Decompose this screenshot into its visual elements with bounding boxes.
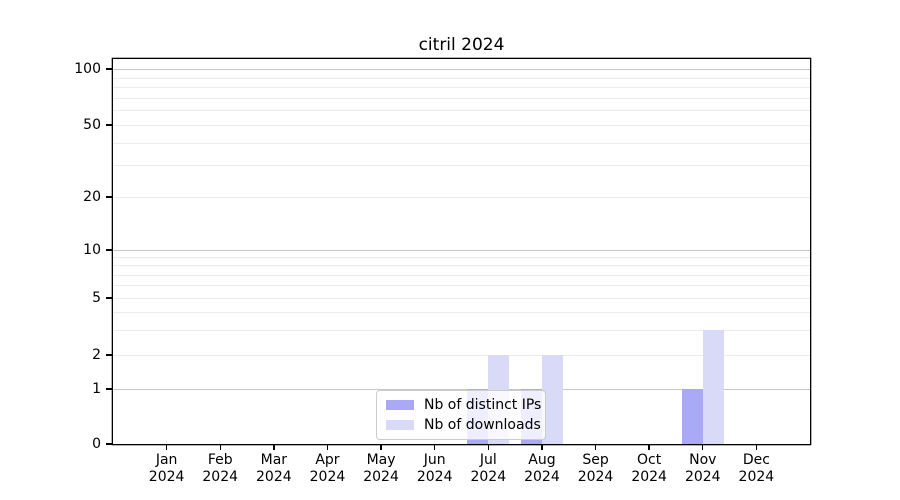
gridline-major-10 (113, 250, 810, 251)
x-tick-label-dec: Dec 2024 (738, 452, 775, 485)
gridline-minor-30 (113, 165, 810, 167)
y-tick-label-2: 2 (92, 347, 101, 363)
x-axis-tick-aug (541, 445, 543, 450)
y-axis-tick-100 (106, 68, 112, 70)
gridline-minor-7 (113, 274, 810, 276)
x-tick-label-mar: Mar 2024 (256, 452, 292, 485)
x-axis-tick-dec (755, 445, 758, 450)
legend-entry-downloads: Nb of downloads (386, 417, 541, 433)
x-tick-label-jun: Jun 2024 (416, 452, 453, 485)
y-tick-label-1: 1 (92, 381, 101, 397)
x-tick-label-jan: Jan 2024 (148, 452, 185, 485)
x-axis-tick-mar (273, 445, 275, 450)
legend: Nb of distinct IPs Nb of downloads (376, 390, 546, 440)
gridline-minor-40 (113, 142, 810, 144)
x-tick-label-feb: Feb 2024 (202, 452, 239, 485)
y-tick-label-20: 20 (83, 189, 101, 205)
y-tick-label-100: 100 (74, 61, 101, 77)
chart-title: citril 2024 (418, 35, 505, 55)
y-axis-tick-10 (106, 249, 112, 251)
gridline-minor-90 (113, 77, 810, 79)
bar-aug-downloads (541, 355, 563, 444)
gridline-minor-6 (113, 285, 810, 287)
plot-area: Nb of distinct IPs Nb of downloads (113, 59, 810, 444)
x-axis-tick-oct (648, 445, 650, 450)
gridline-minor-50 (113, 125, 810, 126)
gridline-minor-20 (113, 197, 810, 198)
y-tick-label-50: 50 (83, 117, 101, 133)
y-axis-tick-1 (106, 388, 112, 390)
y-axis-tick-50 (106, 124, 112, 126)
x-tick-label-nov: Nov 2024 (684, 452, 721, 485)
gridline-minor-2 (113, 355, 810, 356)
gridline-major-100 (113, 69, 810, 70)
legend-label-distinct-ips: Nb of distinct IPs (424, 397, 542, 413)
y-tick-label-0: 0 (92, 436, 101, 452)
x-axis-tick-feb (219, 445, 221, 450)
x-axis-tick-may (380, 445, 382, 450)
x-tick-label-oct: Oct 2024 (631, 452, 667, 485)
bar-nov-distinct-ips (681, 389, 703, 444)
gridline-minor-4 (113, 311, 810, 313)
x-tick-label-sep: Sep 2024 (577, 452, 614, 485)
y-tick-label-10: 10 (83, 242, 101, 258)
x-axis-tick-apr (326, 445, 329, 450)
x-tick-label-apr: Apr 2024 (309, 452, 346, 485)
x-axis-tick-nov (702, 445, 704, 450)
gridline-major-1 (113, 389, 810, 390)
gridline-minor-3 (113, 329, 810, 331)
x-axis-tick-sep (594, 445, 597, 450)
gridline-minor-80 (113, 87, 810, 89)
y-tick-label-5: 5 (92, 290, 101, 306)
y-axis-tick-0 (106, 443, 112, 445)
gridline-minor-5 (113, 298, 810, 299)
y-axis-tick-20 (106, 196, 112, 198)
legend-swatch-distinct-ips (386, 400, 414, 410)
x-axis-tick-jan (165, 445, 168, 450)
legend-swatch-downloads (386, 420, 414, 430)
gridline-minor-70 (113, 97, 810, 99)
x-axis-tick-jul (487, 445, 489, 450)
y-axis-tick-5 (106, 297, 112, 299)
legend-entry-distinct-ips: Nb of distinct IPs (386, 397, 541, 413)
bar-nov-downloads (702, 329, 724, 444)
y-axis-tick-2 (106, 354, 112, 356)
gridline-minor-60 (113, 110, 810, 112)
x-axis-tick-jun (433, 445, 436, 450)
x-tick-label-may: May 2024 (363, 452, 399, 485)
legend-label-downloads: Nb of downloads (424, 417, 541, 433)
gridline-minor-8 (113, 265, 810, 267)
gridline-minor-9 (113, 257, 810, 259)
x-tick-label-aug: Aug 2024 (524, 452, 560, 485)
x-tick-label-jul: Jul 2024 (470, 452, 507, 485)
